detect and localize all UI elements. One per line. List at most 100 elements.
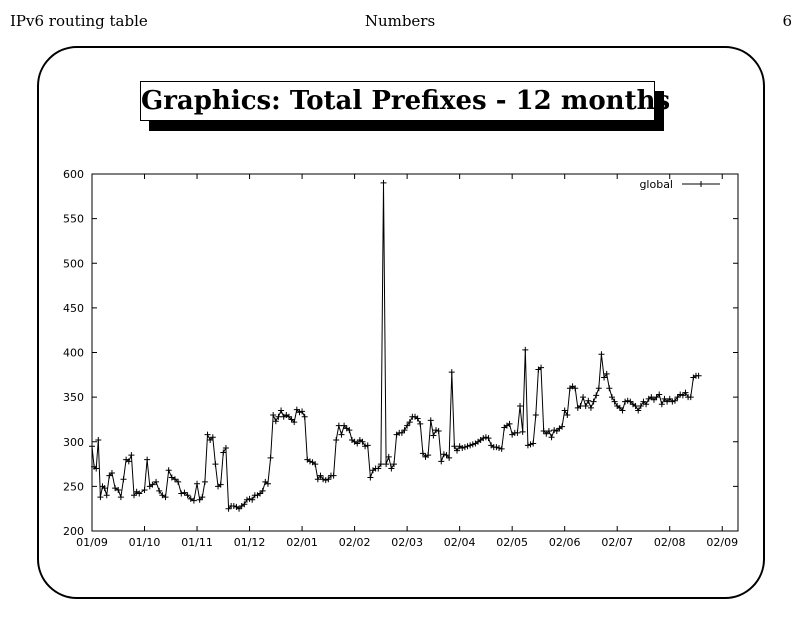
x-tick-label: 02/08 [654,536,686,549]
data-point [375,465,382,472]
data-point [106,472,113,479]
data-point [217,481,224,488]
data-point [496,444,503,451]
data-point [606,385,613,392]
x-tick-label: 01/10 [129,536,161,549]
data-point [695,372,702,379]
data-point [433,427,440,434]
data-point [543,430,550,437]
data-point [267,454,274,461]
data-point [669,398,676,405]
data-point [97,494,104,501]
data-point [209,434,216,441]
data-point [464,443,471,450]
data-point [270,411,277,418]
data-point [611,398,618,405]
data-point [212,461,219,468]
data-point [259,487,266,494]
x-tick-label: 02/03 [391,536,423,549]
x-tick-label: 02/09 [706,536,738,549]
data-point [448,369,455,376]
data-point [656,391,663,398]
page-number: 6 [782,12,792,30]
data-point [559,423,566,430]
legend: global [639,178,720,191]
data-point [333,436,340,443]
data-point [367,474,374,481]
data-point [451,443,458,450]
data-point [687,394,694,401]
data-point [181,489,188,496]
data-point [296,409,303,416]
data-point [671,397,678,404]
data-point [406,419,413,426]
data-point [640,398,647,405]
data-point [419,450,426,457]
data-point [677,391,684,398]
data-point [95,436,102,443]
data-point [383,461,390,468]
data-point [482,434,489,441]
data-point [364,442,371,449]
data-point [89,443,95,450]
data-point [548,434,555,441]
data-point [551,427,558,434]
data-point [459,444,466,451]
data-point [241,501,248,508]
data-point [236,505,243,512]
data-point [469,441,476,448]
data-point [196,496,203,503]
data-point [635,407,642,414]
data-point [658,401,665,408]
data-point [527,441,534,448]
data-point [385,453,392,460]
y-axis: 200 250 300 350 400 450 500 550 600 [63,168,738,538]
data-point [593,392,600,399]
data-point [454,447,461,454]
data-point [661,395,668,402]
data-point [682,389,689,396]
data-point [425,452,432,459]
data-point [194,480,201,487]
data-point [414,415,421,422]
data-point [288,416,295,423]
data-point [380,179,387,186]
data-point [435,428,442,435]
data-point [446,454,453,461]
data-point [115,486,122,493]
data-point [622,398,629,405]
slide-frame [37,46,765,599]
data-point [590,398,597,405]
data-point [438,458,445,465]
data-point [175,478,182,485]
data-point [616,404,623,411]
data-point [485,435,492,442]
data-point [664,398,671,405]
data-point [125,458,132,465]
data-point [101,485,108,492]
data-point [249,496,256,503]
data-point [404,422,411,429]
data-point [532,411,539,418]
data-point [149,481,156,488]
data-point [128,452,135,459]
data-point [184,492,191,499]
data-point [440,451,447,458]
data-point [190,497,197,504]
data-point [306,458,313,465]
data-point [165,467,172,474]
data-point [572,385,579,392]
data-point [398,429,405,436]
data-point [335,422,342,429]
data-point [608,394,615,401]
data-point [666,395,673,402]
y-tick-label: 400 [63,347,84,360]
y-tick-label: 350 [63,391,84,404]
x-tick-label: 02/01 [286,536,318,549]
data-point [222,444,229,451]
data-point [291,419,298,426]
data-point [207,436,214,443]
data-point [498,445,505,452]
data-point [325,476,332,483]
data-point [320,476,327,483]
